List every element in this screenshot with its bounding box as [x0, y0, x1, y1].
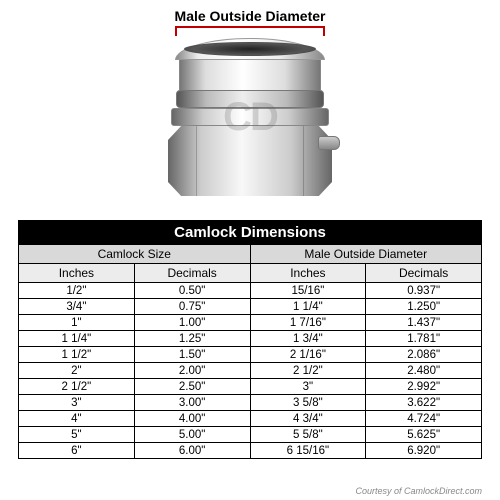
- table-cell: 1.25": [134, 331, 250, 347]
- table-cell: 1/2": [19, 283, 135, 299]
- diagram-area: Male Outside Diameter CD: [0, 0, 500, 220]
- col-header: Decimals: [134, 264, 250, 283]
- table-body: 1/2"0.50"15/16"0.937"3/4"0.75"1 1/4"1.25…: [19, 283, 482, 459]
- table-cell: 1.250": [366, 299, 482, 315]
- table-row: 6"6.00"6 15/16"6.920": [19, 443, 482, 459]
- table-cell: 3.622": [366, 395, 482, 411]
- table-cell: 4 3/4": [250, 411, 366, 427]
- diagram-label: Male Outside Diameter: [175, 8, 326, 24]
- table-cell: 0.937": [366, 283, 482, 299]
- table-cell: 2.086": [366, 347, 482, 363]
- table-cell: 2 1/2": [19, 379, 135, 395]
- table-cell: 1.00": [134, 315, 250, 331]
- table-row: 1 1/4"1.25"1 3/4"1.781": [19, 331, 482, 347]
- table-group-row: Camlock Size Male Outside Diameter: [19, 245, 482, 264]
- fitting-neck: [179, 60, 321, 90]
- fitting-hex-body: [168, 126, 332, 196]
- table-cell: 0.50": [134, 283, 250, 299]
- table-row: 3/4"0.75"1 1/4"1.250": [19, 299, 482, 315]
- camlock-fitting-illustration: [170, 38, 330, 208]
- col-header: Inches: [250, 264, 366, 283]
- table-cell: 4.00": [134, 411, 250, 427]
- col-header: Decimals: [366, 264, 482, 283]
- table-cell: 4": [19, 411, 135, 427]
- fitting-shoulder: [171, 108, 329, 126]
- table-cell: 1 1/4": [250, 299, 366, 315]
- table-column-row: Inches Decimals Inches Decimals: [19, 264, 482, 283]
- table-cell: 1 1/4": [19, 331, 135, 347]
- dimension-bracket: [175, 26, 325, 36]
- table-row: 2 1/2"2.50"3"2.992": [19, 379, 482, 395]
- table-row: 5"5.00"5 5/8"5.625": [19, 427, 482, 443]
- table-row: 1"1.00"1 7/16"1.437": [19, 315, 482, 331]
- table-cell: 2": [19, 363, 135, 379]
- attribution-text: Courtesy of CamlockDirect.com: [355, 486, 482, 496]
- table-cell: 2 1/16": [250, 347, 366, 363]
- table-row: 4"4.00"4 3/4"4.724": [19, 411, 482, 427]
- table-cell: 1 3/4": [250, 331, 366, 347]
- table-row: 3"3.00"3 5/8"3.622": [19, 395, 482, 411]
- table-cell: 2.50": [134, 379, 250, 395]
- table-cell: 2.992": [366, 379, 482, 395]
- table-cell: 5": [19, 427, 135, 443]
- fitting-top-rim: [175, 38, 325, 60]
- table-cell: 6 15/16": [250, 443, 366, 459]
- table-cell: 15/16": [250, 283, 366, 299]
- table-cell: 2.00": [134, 363, 250, 379]
- table-cell: 1": [19, 315, 135, 331]
- table-cell: 6": [19, 443, 135, 459]
- table-cell: 4.724": [366, 411, 482, 427]
- dimensions-table: Camlock Dimensions Camlock Size Male Out…: [18, 220, 482, 459]
- table-title-row: Camlock Dimensions: [19, 221, 482, 245]
- table-cell: 3/4": [19, 299, 135, 315]
- table-row: 1/2"0.50"15/16"0.937": [19, 283, 482, 299]
- table-cell: 1.781": [366, 331, 482, 347]
- fitting-groove: [176, 90, 324, 108]
- dimensions-table-wrap: Camlock Dimensions Camlock Size Male Out…: [0, 220, 500, 463]
- table-cell: 1.50": [134, 347, 250, 363]
- table-cell: 1.437": [366, 315, 482, 331]
- table-row: 2"2.00"2 1/2"2.480": [19, 363, 482, 379]
- table-cell: 2 1/2": [250, 363, 366, 379]
- table-cell: 3 5/8": [250, 395, 366, 411]
- table-cell: 6.00": [134, 443, 250, 459]
- table-cell: 2.480": [366, 363, 482, 379]
- table-cell: 3": [19, 395, 135, 411]
- table-cell: 0.75": [134, 299, 250, 315]
- table-cell: 3.00": [134, 395, 250, 411]
- table-cell: 5.00": [134, 427, 250, 443]
- group-header-od: Male Outside Diameter: [250, 245, 482, 264]
- col-header: Inches: [19, 264, 135, 283]
- table-row: 1 1/2"1.50"2 1/16"2.086": [19, 347, 482, 363]
- fitting-tab: [318, 136, 340, 150]
- table-cell: 3": [250, 379, 366, 395]
- group-header-size: Camlock Size: [19, 245, 251, 264]
- table-cell: 5.625": [366, 427, 482, 443]
- table-cell: 1 7/16": [250, 315, 366, 331]
- table-title: Camlock Dimensions: [19, 221, 482, 245]
- table-cell: 1 1/2": [19, 347, 135, 363]
- table-cell: 5 5/8": [250, 427, 366, 443]
- table-cell: 6.920": [366, 443, 482, 459]
